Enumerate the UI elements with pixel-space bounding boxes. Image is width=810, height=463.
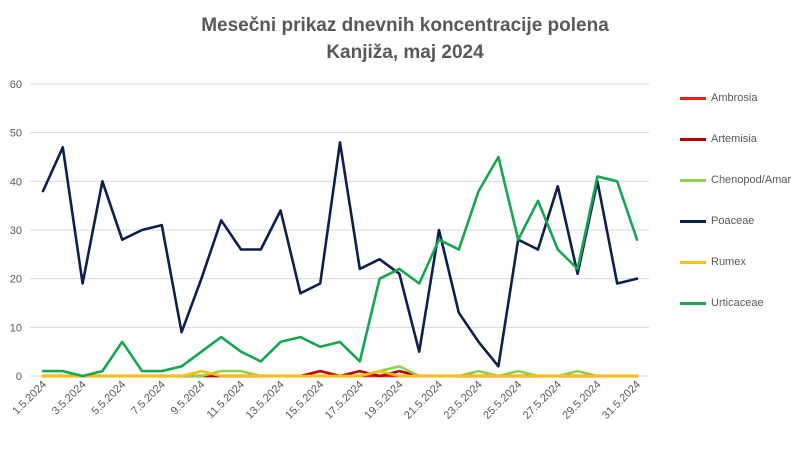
legend-label: Rumex	[711, 256, 746, 268]
legend-label: Artemisia	[711, 133, 757, 145]
x-tick-label: 1.5.2024	[10, 379, 49, 418]
legend-item-chenopod-amar: Chenopod/Amar	[680, 172, 791, 188]
x-tick-label: 27.5.2024	[521, 379, 564, 422]
legend-item-rumex: Rumex	[680, 254, 746, 270]
legend-item-artemisia: Artemisia	[680, 131, 757, 147]
x-tick-label: 21.5.2024	[402, 379, 445, 422]
chart-title-line2: Kanjiža, maj 2024	[326, 42, 484, 63]
legend-swatch	[680, 301, 706, 305]
y-tick-label: 0	[16, 371, 22, 383]
y-tick-label: 60	[10, 79, 22, 91]
y-tick-label: 10	[10, 322, 22, 334]
x-tick-label: 7.5.2024	[129, 379, 168, 418]
legend-swatch	[680, 260, 706, 264]
legend-swatch	[680, 178, 706, 182]
legend-label: Poaceae	[711, 215, 755, 227]
x-tick-label: 5.5.2024	[90, 379, 129, 418]
x-tick-label: 23.5.2024	[442, 379, 485, 422]
series-line-urticaceae	[41, 155, 639, 378]
x-tick-label: 19.5.2024	[362, 379, 405, 422]
y-tick-label: 50	[10, 128, 22, 140]
legend-swatch	[680, 137, 706, 141]
legend-swatch	[680, 96, 706, 100]
x-tick-label: 13.5.2024	[244, 379, 287, 422]
series-line-chenopod-amar	[41, 364, 639, 378]
grid-lines	[30, 83, 649, 377]
x-tick-label: 3.5.2024	[50, 379, 89, 418]
series-line-rumex	[41, 369, 639, 378]
x-tick-label: 11.5.2024	[205, 379, 248, 422]
legend-label: Ambrosia	[711, 92, 758, 104]
x-tick-label: 15.5.2024	[283, 379, 326, 422]
legend-item-urticaceae: Urticaceae	[680, 295, 764, 311]
chart-title: Mesečni prikaz dnevnih koncentracije pol…	[0, 12, 810, 66]
legend-label: Chenopod/Amar	[711, 174, 792, 186]
legend-item-ambrosia: Ambrosia	[680, 90, 757, 106]
y-axis-ticks: 0 10 20 30 40 50 60	[10, 79, 22, 383]
y-tick-label: 40	[10, 176, 22, 188]
x-tick-label: 29.5.2024	[560, 379, 603, 422]
x-axis-ticks: 1.5.2024 3.5.2024 5.5.2024 7.5.2024 9.5.2024…	[10, 379, 643, 422]
legend-item-poaceae: Poaceae	[680, 213, 754, 229]
y-tick-label: 30	[10, 225, 22, 237]
series-lines	[41, 141, 639, 378]
x-tick-label: 31.5.2024	[600, 379, 643, 422]
legend-label: Urticaceae	[711, 297, 764, 309]
chart-title-line1: Mesečni prikaz dnevnih koncentracije pol…	[201, 15, 609, 36]
legend-swatch	[680, 219, 706, 223]
x-tick-label: 17.5.2024	[323, 379, 366, 422]
x-tick-label: 9.5.2024	[169, 379, 208, 418]
x-tick-label: 25.5.2024	[481, 379, 524, 422]
series-line-poaceae	[41, 141, 639, 368]
y-tick-label: 20	[10, 274, 22, 286]
